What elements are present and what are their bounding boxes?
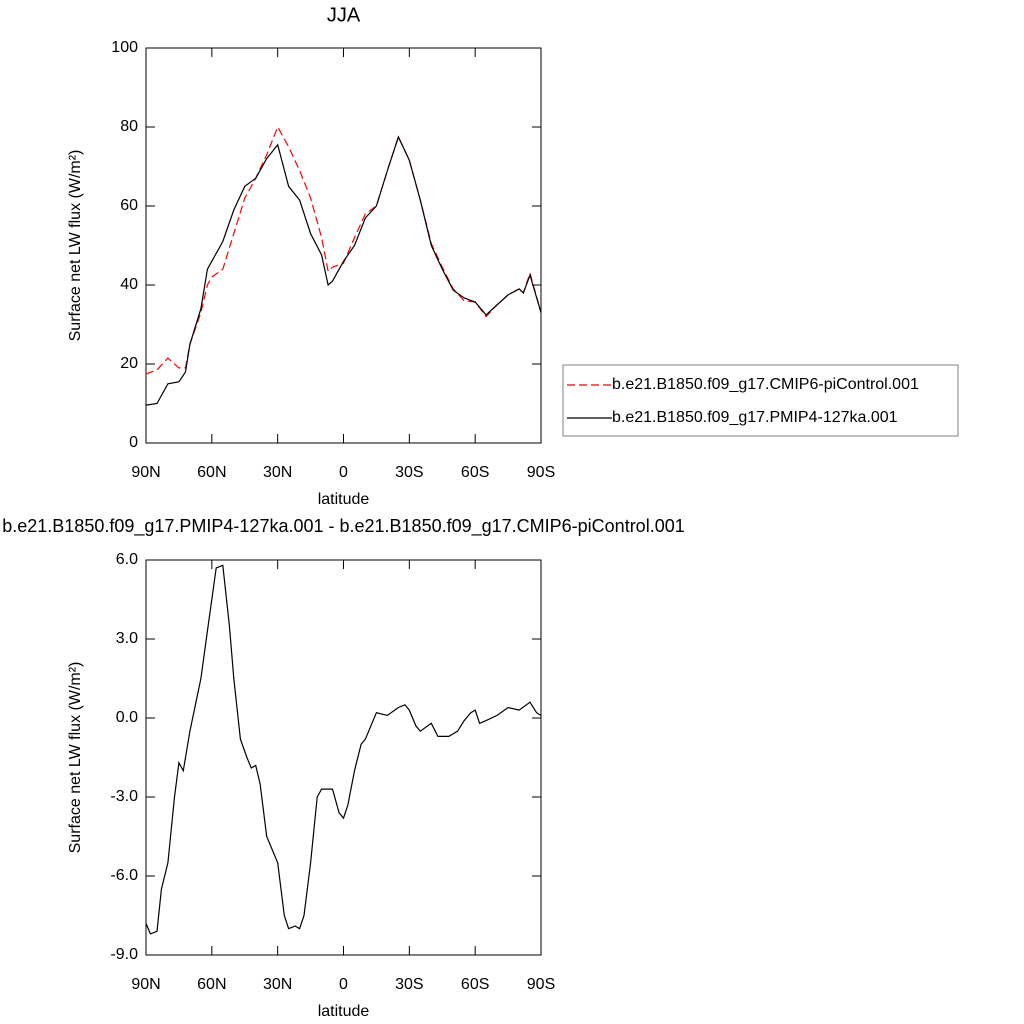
x-tick-label: 90N <box>131 464 160 481</box>
legend-label: b.e21.B1850.f09_g17.PMIP4-127ka.001 <box>612 409 898 426</box>
x-axis-label: latitude <box>318 491 370 508</box>
data-line <box>145 125 542 375</box>
y-tick-label: -9.0 <box>110 946 138 963</box>
x-tick-label: 90S <box>527 464 555 481</box>
y-tick-label: -6.0 <box>110 867 138 884</box>
y-tick-label: 6.0 <box>116 551 138 568</box>
y-tick-label: 60 <box>120 197 138 214</box>
x-axis-label: latitude <box>318 1003 370 1020</box>
x-tick-label: 30S <box>395 976 423 993</box>
x-tick-label: 60N <box>197 464 226 481</box>
x-tick-label: 30S <box>395 464 423 481</box>
chart-title: JJA <box>327 4 361 26</box>
y-tick-label: 0 <box>129 434 138 451</box>
y-axis-label: Surface net LW flux (W/m²) <box>67 150 84 342</box>
y-tick-label: 0.0 <box>116 709 138 726</box>
x-tick-label: 0 <box>339 464 348 481</box>
x-tick-label: 30N <box>263 464 292 481</box>
y-tick-label: 40 <box>120 276 138 293</box>
y-tick-label: 3.0 <box>116 630 138 647</box>
data-line <box>145 135 542 406</box>
x-tick-label: 60S <box>461 464 489 481</box>
y-tick-label: 80 <box>120 118 138 135</box>
x-tick-label: 90S <box>527 976 555 993</box>
x-tick-label: 60S <box>461 976 489 993</box>
data-line <box>145 564 542 935</box>
x-tick-label: 90N <box>131 976 160 993</box>
y-tick-label: 20 <box>120 355 138 372</box>
chart-title: b.e21.B1850.f09_g17.PMIP4-127ka.001 - b.… <box>2 516 684 537</box>
y-tick-label: 100 <box>111 39 138 56</box>
plot-frame <box>145 47 542 444</box>
x-tick-label: 30N <box>263 976 292 993</box>
x-tick-label: 60N <box>197 976 226 993</box>
plot-frame <box>145 559 542 956</box>
y-tick-label: -3.0 <box>110 788 138 805</box>
x-tick-label: 0 <box>339 976 348 993</box>
y-axis-label: Surface net LW flux (W/m²) <box>67 662 84 854</box>
legend-label: b.e21.B1850.f09_g17.CMIP6-piControl.001 <box>612 376 919 393</box>
legend-box <box>562 364 959 437</box>
